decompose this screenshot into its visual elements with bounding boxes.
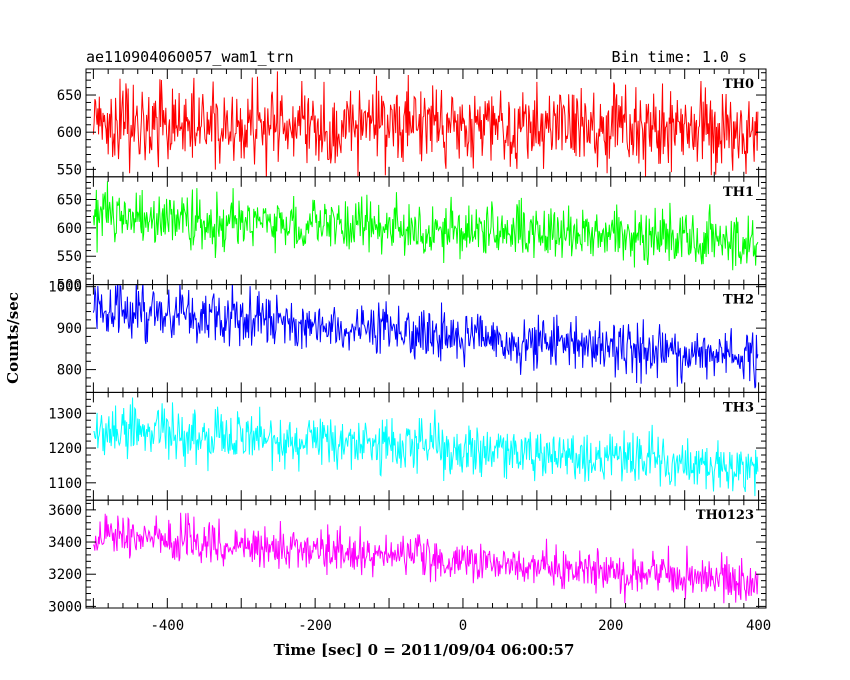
y-axis-label: Counts/sec	[4, 292, 22, 384]
y-tick-label: 550	[57, 249, 82, 265]
series-line-th0123	[92, 512, 759, 604]
series-line-th3	[93, 397, 759, 497]
x-tick-labels: -400 -200 0 200 400	[150, 618, 771, 634]
x-tick-label: -200	[298, 618, 332, 634]
panel-label-th0123: TH0123	[696, 508, 754, 523]
y-tick-label: 3600	[48, 503, 82, 519]
panel-th1: 500 550 600 650 TH1	[57, 176, 767, 294]
panel-label-th3: TH3	[723, 400, 754, 415]
y-tick-label: 1100	[48, 476, 82, 492]
y-tick-label: 800	[57, 363, 82, 379]
panel-th0: 550 600 650 TH0	[57, 68, 767, 178]
y-tick-label: 3400	[48, 535, 82, 551]
series-line-th2	[92, 284, 759, 389]
x-tick-label: 200	[598, 618, 623, 634]
y-tick-label: 600	[57, 125, 82, 141]
y-tick-label: 900	[57, 321, 82, 337]
y-tick-label: 3000	[48, 599, 82, 615]
y-tick-label: 1200	[48, 441, 82, 457]
series-line-th1	[92, 181, 759, 271]
y-tick-label: 650	[57, 192, 82, 208]
panel-th0123: 3000 3200 3400 3600 TH0123	[48, 499, 767, 615]
panel-label-th0: TH0	[723, 77, 754, 92]
y-tick-label: 650	[57, 88, 82, 104]
panels: 550 600 650 TH0 500 550 600 650 TH1 800 900 1000 TH2…	[48, 68, 767, 615]
panel-th2: 800 900 1000 TH2	[48, 280, 767, 393]
y-tick-label: 600	[57, 221, 82, 237]
x-tick-label: 0	[459, 618, 467, 634]
x-axis-label: Time [sec] 0 = 2011/09/04 06:00:57	[274, 641, 575, 659]
y-tick-label: 500	[57, 278, 82, 294]
y-tick-label: 550	[57, 162, 82, 178]
panel-label-th2: TH2	[723, 293, 754, 308]
x-tick-label: -400	[150, 618, 184, 634]
chart-title: ae110904060057_wam1_trn	[86, 48, 294, 66]
panel-label-th1: TH1	[723, 185, 754, 200]
y-tick-label: 1000	[48, 280, 82, 296]
y-tick-label: 3200	[48, 567, 82, 583]
x-tick-label: 400	[746, 618, 771, 634]
panel-th3: 1100 1200 1300 TH3	[48, 391, 767, 501]
y-tick-label: 1300	[48, 406, 82, 422]
panel-frame	[85, 499, 767, 609]
bin-time-label: Bin time: 1.0 s	[612, 48, 747, 66]
series-line-th0	[92, 71, 759, 177]
